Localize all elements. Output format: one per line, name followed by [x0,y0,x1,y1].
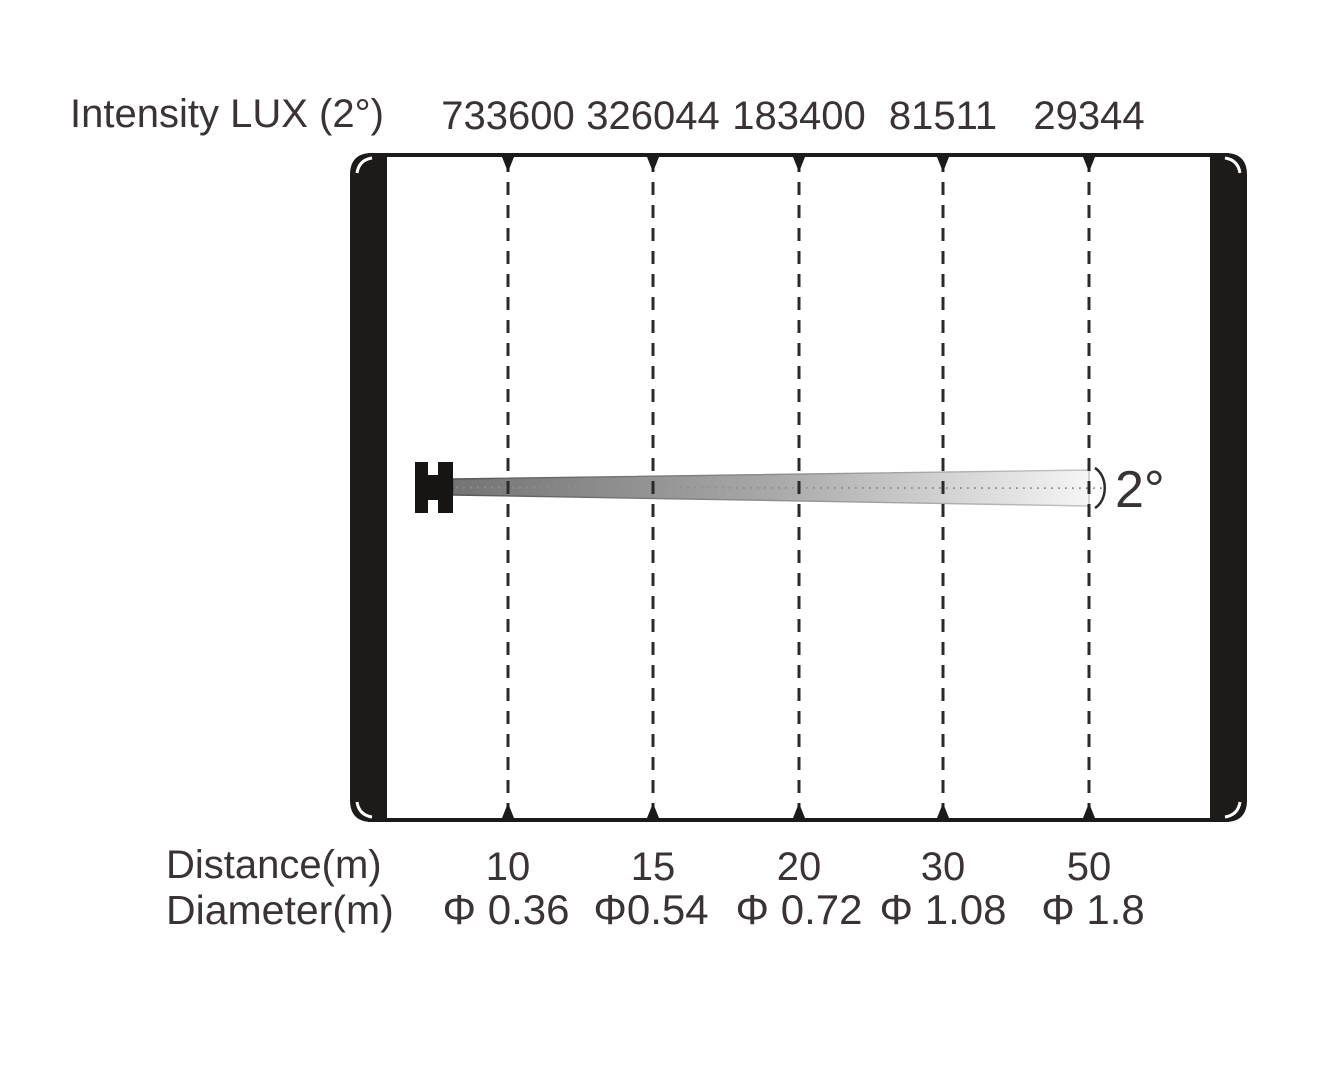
right-bar-bottom-highlight [1224,801,1242,819]
distance-row-label: Distance(m) [166,843,382,887]
diameter-value: Φ 0.36 [442,886,570,933]
distance-value: 15 [630,845,676,889]
intensity-value: 183400 [732,94,866,138]
intensity-title: Intensity LUX (2°) [70,92,384,136]
diameter-value: Φ 0.72 [735,886,863,933]
intensity-value: 81511 [888,94,998,138]
diameter-value: Φ 1.08 [879,886,1007,933]
distance-value: 20 [776,845,822,889]
intensity-value: 326044 [586,94,720,138]
fixture-icon [415,462,453,513]
diameter-value: Φ0.54 [593,886,709,933]
beam-chart-box [350,153,1247,822]
left-bar-bottom-highlight [355,801,373,819]
beam-diagram-svg [350,153,1247,822]
left-black-bar [350,153,387,822]
right-black-bar [1210,153,1247,822]
intensity-value: 733600 [441,94,575,138]
gridline-arrowheads [502,157,1095,818]
intensity-value: 29344 [1033,94,1145,138]
beam-angle-label: 2° [1115,461,1165,519]
diameter-row-label: Diameter(m) [166,887,394,933]
distance-gridlines [506,159,1091,816]
right-bar-top-highlight [1224,156,1242,174]
distance-value: 30 [920,845,966,889]
beam-axis-dotted-line [455,486,1103,490]
diameter-value: Φ 1.8 [1041,886,1145,933]
distance-value: 50 [1066,845,1112,889]
beam-angle-arc [1094,466,1106,510]
left-bar-top-highlight [355,156,373,174]
distance-value: 10 [485,845,531,889]
